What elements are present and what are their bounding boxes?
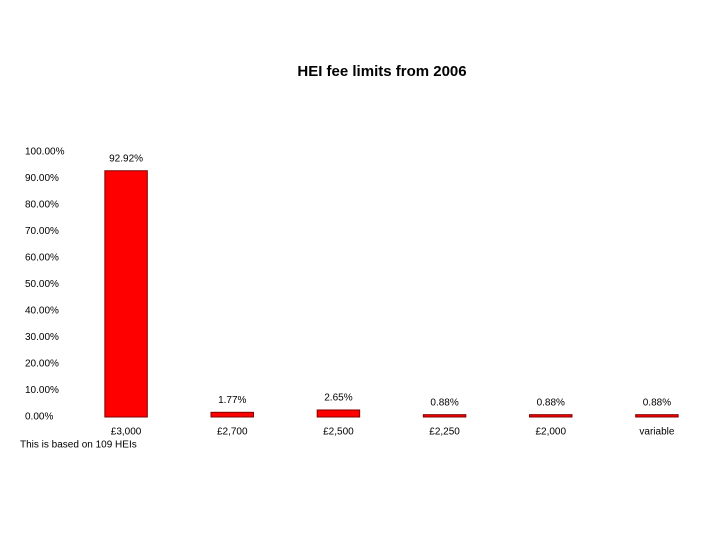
y-tick-label: 70.00% xyxy=(25,226,59,237)
x-tick-label: £2,000 xyxy=(535,427,566,438)
x-tick-label: £3,000 xyxy=(111,427,142,438)
y-tick-label: 80.00% xyxy=(25,200,59,211)
value-label: 0.88% xyxy=(430,397,458,408)
bar xyxy=(635,414,679,418)
value-label: 92.92% xyxy=(109,153,143,164)
x-tick-label: £2,500 xyxy=(323,427,354,438)
bar xyxy=(210,411,254,418)
y-tick-label: 100.00% xyxy=(25,147,65,158)
y-tick-label: 30.00% xyxy=(25,332,59,343)
y-tick-label: 50.00% xyxy=(25,279,59,290)
value-label: 0.88% xyxy=(643,397,671,408)
x-tick-label: £2,700 xyxy=(217,427,248,438)
y-tick-label: 60.00% xyxy=(25,253,59,264)
y-tick-label: 10.00% xyxy=(25,385,59,396)
x-tick-label: variable xyxy=(639,427,674,438)
y-tick-label: 40.00% xyxy=(25,306,59,317)
x-tick-label: £2,250 xyxy=(429,427,460,438)
value-label: 2.65% xyxy=(324,393,352,404)
y-tick-label: 20.00% xyxy=(25,359,59,370)
y-tick-label: 90.00% xyxy=(25,173,59,184)
bar xyxy=(422,414,467,418)
value-label: 1.77% xyxy=(218,395,246,406)
bar xyxy=(104,170,148,418)
y-tick-label: 0.00% xyxy=(25,412,53,423)
bar xyxy=(529,414,573,418)
note: This is based on 109 HEIs xyxy=(20,440,137,451)
bar xyxy=(316,409,361,418)
chart-title: HEI fee limits from 2006 xyxy=(297,63,466,80)
value-label: 0.88% xyxy=(537,397,565,408)
